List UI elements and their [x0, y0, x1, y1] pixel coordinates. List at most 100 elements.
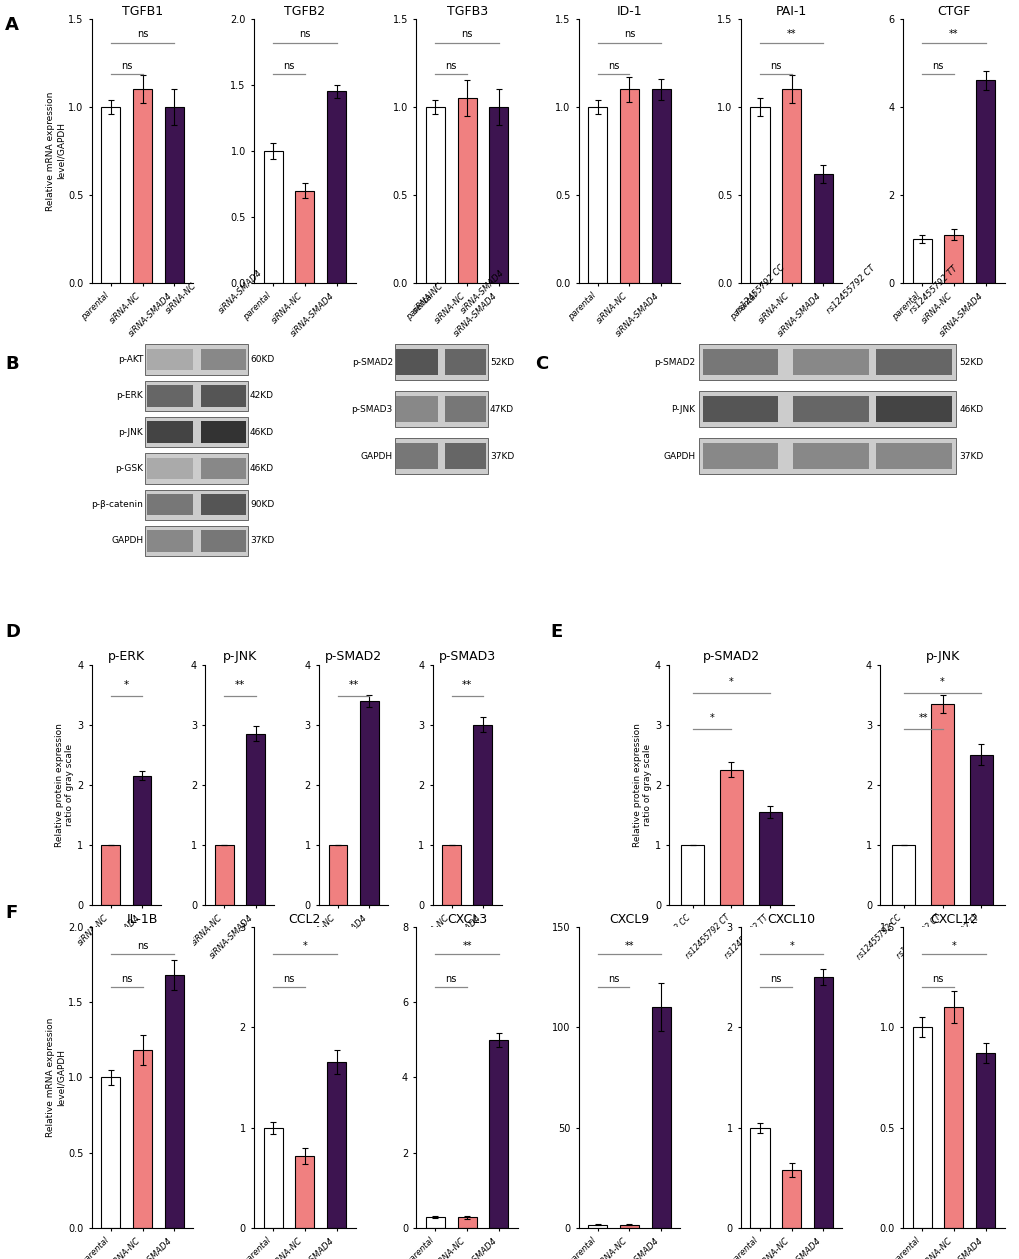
Text: **: **	[348, 680, 359, 690]
Text: ns: ns	[769, 62, 781, 72]
Bar	[263, 151, 282, 283]
Bar	[394, 392, 488, 427]
Text: ns: ns	[121, 974, 132, 983]
Title: CTGF: CTGF	[936, 5, 970, 18]
Text: ns: ns	[623, 29, 635, 39]
Bar	[201, 422, 246, 443]
Text: ns: ns	[283, 62, 294, 72]
Bar	[296, 190, 314, 283]
Text: **: **	[234, 680, 245, 690]
Text: siRNA-NC: siRNA-NC	[411, 281, 444, 316]
Bar	[620, 1225, 638, 1228]
Text: ns: ns	[445, 62, 457, 72]
Text: p-SMAD3: p-SMAD3	[352, 404, 392, 414]
Text: p-SMAD2: p-SMAD2	[653, 358, 695, 366]
Title: p-JNK: p-JNK	[222, 651, 257, 663]
Bar	[702, 395, 777, 422]
Text: B: B	[5, 355, 18, 373]
Bar	[145, 453, 248, 483]
Text: 46KD: 46KD	[959, 404, 982, 414]
Text: 47KD: 47KD	[489, 404, 514, 414]
Bar	[396, 443, 437, 470]
Y-axis label: Relative mRNA expression
level/GAPDH: Relative mRNA expression level/GAPDH	[46, 1017, 65, 1137]
Bar	[588, 107, 606, 283]
Text: p-GSK: p-GSK	[115, 463, 143, 473]
Bar	[969, 754, 993, 905]
Text: 46KD: 46KD	[250, 463, 274, 473]
Text: F: F	[5, 904, 17, 922]
Bar	[394, 345, 488, 380]
Bar	[681, 845, 703, 905]
Text: 60KD: 60KD	[250, 355, 274, 364]
Text: 52KD: 52KD	[489, 358, 514, 366]
Bar	[892, 845, 914, 905]
Bar	[458, 98, 476, 283]
Text: ns: ns	[299, 29, 310, 39]
Bar	[793, 349, 868, 375]
Y-axis label: Relative mRNA expression
level/GAPDH: Relative mRNA expression level/GAPDH	[46, 91, 65, 210]
Bar	[101, 1078, 120, 1228]
Bar	[132, 1050, 152, 1228]
Bar	[201, 494, 246, 515]
Text: ns: ns	[931, 62, 943, 72]
Bar	[875, 443, 951, 470]
Text: p-β-catenin: p-β-catenin	[92, 500, 143, 509]
Bar	[145, 380, 248, 410]
Text: ns: ns	[283, 974, 294, 983]
Bar	[489, 107, 507, 283]
Title: CXCL10: CXCL10	[767, 913, 815, 927]
Bar	[396, 349, 437, 375]
Bar	[782, 1170, 800, 1228]
Title: p-JNK: p-JNK	[924, 651, 959, 663]
Text: ns: ns	[137, 29, 148, 39]
Text: *: *	[709, 714, 713, 724]
Text: **: **	[462, 940, 472, 951]
Text: ns: ns	[461, 29, 473, 39]
Bar	[327, 1063, 345, 1228]
Text: 90KD: 90KD	[250, 500, 274, 509]
Text: ns: ns	[607, 974, 619, 983]
Title: IL-1B: IL-1B	[126, 913, 158, 927]
Bar	[719, 769, 743, 905]
Text: 52KD: 52KD	[959, 358, 982, 366]
Bar	[875, 395, 951, 422]
Bar	[444, 443, 486, 470]
Bar	[813, 174, 833, 283]
Bar	[164, 107, 183, 283]
Title: p-SMAD3: p-SMAD3	[438, 651, 495, 663]
Text: ns: ns	[607, 62, 619, 72]
Bar	[930, 704, 954, 905]
Text: ns: ns	[931, 974, 943, 983]
Bar	[201, 385, 246, 407]
Text: GAPDH: GAPDH	[662, 452, 695, 461]
Y-axis label: Relative protein expression
ratio of gray scale: Relative protein expression ratio of gra…	[55, 723, 74, 846]
Text: *: *	[729, 677, 733, 687]
Bar	[147, 457, 193, 480]
Title: ID-1: ID-1	[615, 5, 642, 18]
Bar	[426, 1217, 444, 1228]
Text: A: A	[5, 16, 19, 34]
Bar	[702, 349, 777, 375]
Bar	[145, 417, 248, 447]
Text: GAPDH: GAPDH	[361, 452, 392, 461]
Bar	[750, 1128, 768, 1228]
Bar	[147, 422, 193, 443]
Bar	[444, 349, 486, 375]
Title: CXCL3: CXCL3	[446, 913, 487, 927]
Text: p-AKT: p-AKT	[118, 355, 143, 364]
Bar	[912, 1027, 931, 1228]
Bar	[750, 107, 768, 283]
Bar	[201, 349, 246, 370]
Text: siRNA-SMAD4: siRNA-SMAD4	[459, 268, 506, 316]
Text: *: *	[951, 940, 956, 951]
Text: 37KD: 37KD	[959, 452, 982, 461]
Bar	[975, 1054, 995, 1228]
Text: **: **	[624, 940, 634, 951]
Text: rs12455792 CT: rs12455792 CT	[824, 264, 876, 316]
Bar	[147, 349, 193, 370]
Text: p-SMAD2: p-SMAD2	[352, 358, 392, 366]
Text: p-JNK: p-JNK	[118, 428, 143, 437]
Title: PAI-1: PAI-1	[775, 5, 806, 18]
Bar	[620, 89, 638, 283]
Y-axis label: Relative protein expression
ratio of gray scale: Relative protein expression ratio of gra…	[632, 723, 651, 846]
